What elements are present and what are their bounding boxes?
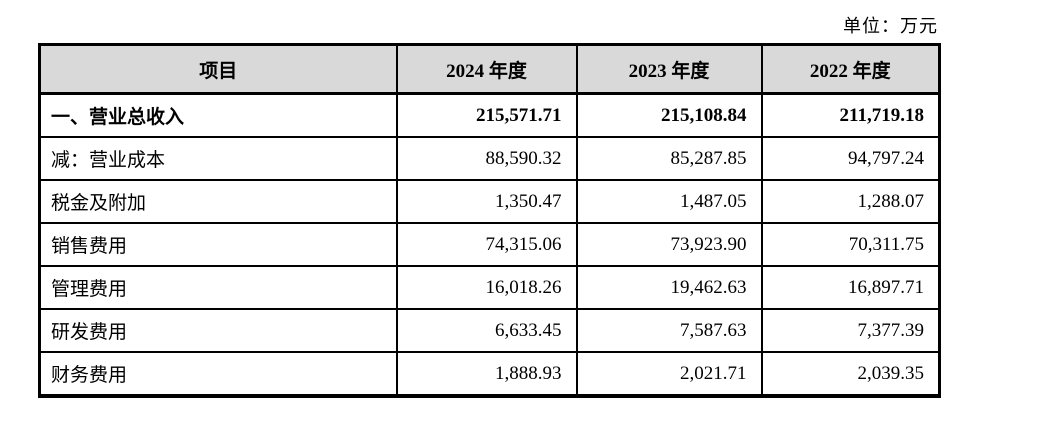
header-year-2024: 2024 年度: [395, 43, 578, 95]
row-label: 减：营业成本: [38, 136, 398, 181]
table-row: 财务费用 1,888.93 2,021.71 2,039.35: [38, 351, 941, 398]
row-value-2023: 85,287.85: [575, 136, 763, 181]
row-label: 管理费用: [38, 265, 398, 310]
table-row: 一、营业总收入 215,571.71 215,108.84 211,719.18: [38, 92, 941, 138]
row-value-2023: 7,587.63: [575, 308, 763, 353]
row-value-2024: 1,350.47: [395, 179, 578, 224]
row-label: 财务费用: [38, 351, 398, 398]
table-row: 管理费用 16,018.26 19,462.63 16,897.71: [38, 265, 941, 310]
row-value-2023: 19,462.63: [575, 265, 763, 310]
row-value-2022: 1,288.07: [760, 179, 941, 224]
table-row: 销售费用 74,315.06 73,923.90 70,311.75: [38, 222, 941, 267]
row-value-2022: 70,311.75: [760, 222, 941, 267]
header-year-2022: 2022 年度: [760, 43, 941, 95]
row-value-2023: 73,923.90: [575, 222, 763, 267]
row-value-2024: 215,571.71: [395, 92, 578, 138]
unit-note: 单位：万元: [843, 16, 938, 36]
row-value-2024: 88,590.32: [395, 136, 578, 181]
row-label: 一、营业总收入: [38, 92, 398, 138]
financial-table: 项目 2024 年度 2023 年度 2022 年度 一、营业总收入 215,5…: [38, 43, 941, 398]
row-label: 研发费用: [38, 308, 398, 353]
row-value-2024: 74,315.06: [395, 222, 578, 267]
row-value-2023: 1,487.05: [575, 179, 763, 224]
table-row: 税金及附加 1,350.47 1,487.05 1,288.07: [38, 179, 941, 224]
row-value-2024: 1,888.93: [395, 351, 578, 398]
row-value-2023: 215,108.84: [575, 92, 763, 138]
row-label: 销售费用: [38, 222, 398, 267]
table-header-row: 项目 2024 年度 2023 年度 2022 年度: [38, 43, 941, 95]
header-item-column: 项目: [38, 43, 398, 95]
row-label: 税金及附加: [38, 179, 398, 224]
table-row: 研发费用 6,633.45 7,587.63 7,377.39: [38, 308, 941, 353]
header-year-2023: 2023 年度: [575, 43, 763, 95]
row-value-2022: 16,897.71: [760, 265, 941, 310]
row-value-2022: 211,719.18: [760, 92, 941, 138]
row-value-2023: 2,021.71: [575, 351, 763, 398]
row-value-2022: 94,797.24: [760, 136, 941, 181]
row-value-2024: 16,018.26: [395, 265, 578, 310]
row-value-2022: 2,039.35: [760, 351, 941, 398]
row-value-2022: 7,377.39: [760, 308, 941, 353]
table-row: 减：营业成本 88,590.32 85,287.85 94,797.24: [38, 136, 941, 181]
row-value-2024: 6,633.45: [395, 308, 578, 353]
